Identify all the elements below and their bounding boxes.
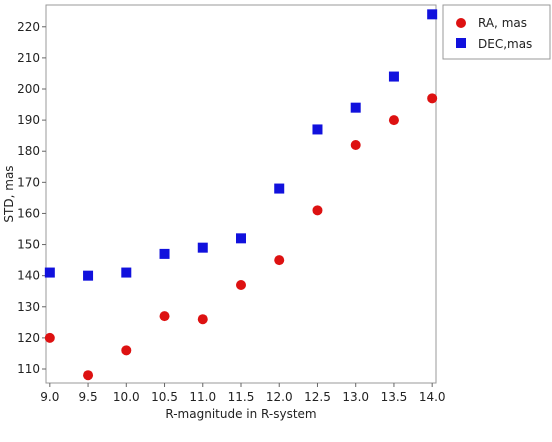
ra-point: [44, 332, 55, 343]
dec-point: [44, 267, 55, 278]
x-tick-label: 14.0: [419, 390, 446, 404]
y-tick-label: 210: [17, 51, 40, 65]
legend-marker-ra: [456, 18, 466, 28]
x-tick-label: 12.5: [304, 390, 331, 404]
ra-point: [427, 93, 438, 104]
plot-area: [45, 4, 437, 384]
x-tick-label: 12.0: [266, 390, 293, 404]
dec-point: [83, 270, 94, 281]
x-axis: 9.0 9.5 10.0 10.5 11.0 11.5 12.0 12.5 13.0 13.5 14…: [40, 383, 446, 404]
x-tick-label: 9.5: [79, 390, 98, 404]
ra-point: [388, 115, 399, 126]
dec-point: [121, 267, 132, 278]
legend: RA, mas DEC,mas: [442, 4, 551, 60]
x-tick-label: 10.0: [113, 390, 140, 404]
y-tick-label: 110: [17, 362, 40, 376]
dec-point: [350, 102, 361, 113]
ra-point: [83, 370, 94, 381]
ra-point: [274, 255, 285, 266]
ra-point: [350, 140, 361, 150]
ra-point: [312, 205, 323, 216]
dec-point: [274, 183, 285, 194]
y-tick-label: 200: [17, 82, 40, 96]
ra-point: [121, 345, 132, 356]
legend-label-dec: DEC,mas: [478, 37, 532, 51]
legend-label-ra: RA, mas: [478, 16, 527, 30]
ra-point: [197, 314, 208, 325]
y-tick-label: 160: [17, 206, 40, 220]
dec-point: [197, 242, 208, 253]
x-tick-label: 10.5: [151, 390, 178, 404]
dec-point: [427, 9, 438, 20]
x-axis-label: R-magnitude in R-system: [165, 407, 316, 421]
y-tick-label: 130: [17, 300, 40, 314]
ra-point: [159, 311, 170, 322]
legend-box: [442, 4, 551, 60]
dec-point: [236, 233, 246, 244]
y-tick-label: 190: [17, 113, 40, 127]
x-tick-label: 13.5: [381, 390, 408, 404]
dec-point: [388, 71, 399, 82]
y-tick-label: 150: [17, 238, 40, 252]
dec-point: [312, 124, 323, 135]
y-tick-label: 120: [17, 331, 40, 345]
y-tick-label: 220: [17, 20, 40, 34]
x-tick-label: 11.0: [189, 390, 216, 404]
data-points: [44, 9, 438, 381]
y-tick-label: 180: [17, 144, 40, 158]
legend-marker-dec: [456, 38, 466, 48]
dec-point: [159, 248, 170, 259]
y-tick-label: 140: [17, 269, 40, 283]
x-tick-label: 13.0: [342, 390, 369, 404]
y-axis: 110 120 130 140 150 160 170 180 190 200 210 220: [17, 20, 46, 376]
x-tick-label: 9.0: [40, 390, 59, 404]
x-tick-label: 11.5: [228, 390, 255, 404]
y-tick-label: 170: [17, 175, 40, 189]
ra-point: [236, 280, 246, 290]
y-axis-label: STD, mas: [2, 165, 16, 222]
